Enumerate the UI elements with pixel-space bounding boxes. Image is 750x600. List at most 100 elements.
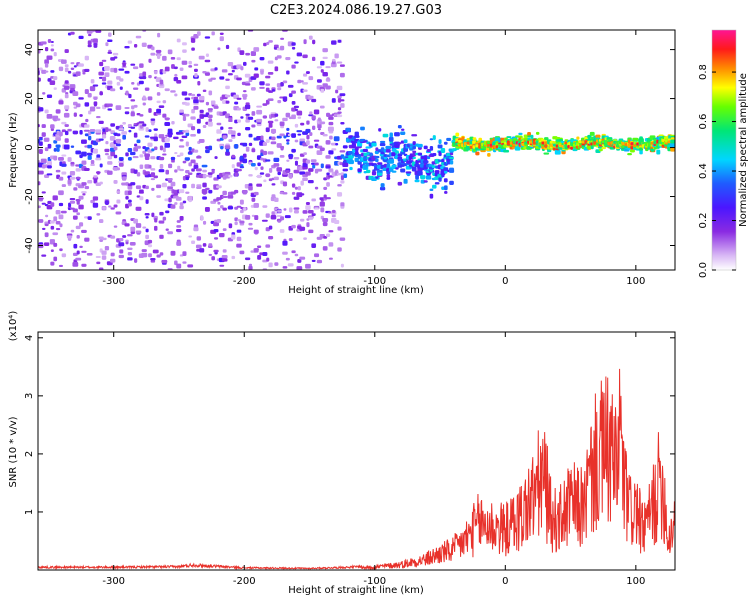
spectrogram-cell bbox=[187, 264, 194, 268]
spectrogram-cell bbox=[159, 234, 164, 239]
spectrogram-cell bbox=[96, 213, 101, 216]
spectrogram-cell bbox=[164, 66, 170, 72]
spectrogram-cell bbox=[76, 235, 80, 239]
spectrogram-cell bbox=[98, 138, 104, 141]
spectrogram-cell bbox=[73, 106, 78, 109]
spectrogram-cell bbox=[156, 254, 161, 258]
spectrogram-cell bbox=[409, 145, 413, 149]
spectrogram-cell bbox=[87, 144, 93, 149]
spectrogram-cell bbox=[271, 89, 276, 92]
spectrogram-cell bbox=[59, 131, 63, 137]
spectrogram-cell bbox=[429, 145, 434, 151]
spectrogram-cell bbox=[328, 230, 334, 233]
spectrogram-cell bbox=[76, 212, 81, 216]
spectrogram-cell bbox=[239, 50, 245, 55]
snr-xtick-label: -100 bbox=[363, 576, 386, 587]
spectrogram-cell bbox=[116, 81, 121, 86]
spectrogram-cell bbox=[179, 202, 184, 206]
spectrogram-cell bbox=[386, 176, 391, 180]
spectrogram-cell bbox=[322, 222, 328, 227]
spectrogram-cell bbox=[142, 95, 146, 100]
spectrogram-cell bbox=[408, 155, 414, 160]
spectrogram-cell bbox=[47, 39, 52, 44]
spectrogram-cell bbox=[208, 90, 213, 96]
spectrogram-cell bbox=[213, 229, 219, 233]
spectrogram-cell bbox=[231, 134, 236, 137]
spectrogram-ytick-label: 40 bbox=[24, 43, 35, 56]
spectrogram-cell bbox=[79, 114, 83, 117]
spectrogram-cell bbox=[83, 167, 90, 171]
spectrogram-cell bbox=[420, 175, 426, 180]
spectrogram-cell bbox=[291, 191, 296, 195]
spectrogram-cell bbox=[291, 133, 296, 138]
spectrogram-cell bbox=[231, 234, 236, 240]
spectrogram-cell bbox=[56, 131, 60, 136]
spectrogram-cell bbox=[72, 252, 78, 257]
spectrogram-cell bbox=[629, 149, 635, 153]
spectrogram-cell bbox=[314, 253, 320, 258]
spectrogram-cell bbox=[395, 167, 399, 170]
spectrogram-cell bbox=[176, 80, 182, 84]
spectrogram-cell bbox=[39, 67, 43, 71]
spectrogram-cell bbox=[311, 243, 317, 248]
spectrogram-cell bbox=[286, 159, 290, 162]
spectrogram-cell bbox=[109, 258, 116, 263]
spectrogram-cell bbox=[99, 91, 103, 96]
spectrogram-cell bbox=[164, 122, 171, 127]
spectrogram-cell bbox=[307, 210, 314, 214]
spectrogram-cell bbox=[300, 180, 304, 186]
spectrogram-cell bbox=[64, 49, 69, 54]
spectrogram-cell bbox=[221, 69, 228, 73]
spectrogram-cell bbox=[190, 38, 196, 43]
spectrogram-cell bbox=[178, 189, 185, 194]
spectrogram-cell bbox=[188, 60, 192, 65]
spectrogram-cell bbox=[194, 73, 198, 78]
spectrogram-cell bbox=[155, 49, 162, 53]
spectrogram-cell bbox=[535, 131, 540, 135]
spectrogram-cell bbox=[546, 149, 552, 153]
spectrogram-cell bbox=[164, 117, 170, 120]
spectrogram-cell bbox=[92, 84, 99, 87]
spectrogram-cell bbox=[263, 179, 267, 183]
spectrogram-cell bbox=[127, 157, 132, 161]
spectrogram-cell bbox=[265, 159, 271, 162]
spectrogram-cell bbox=[162, 153, 167, 156]
spectrogram-cell bbox=[174, 202, 178, 205]
spectrogram-cell bbox=[124, 223, 130, 227]
spectrogram-cell bbox=[118, 242, 125, 247]
spectrogram-cell bbox=[397, 125, 402, 129]
spectrogram-cell bbox=[158, 169, 165, 173]
spectrogram-cell bbox=[168, 133, 173, 138]
spectrogram-cell bbox=[188, 146, 192, 151]
spectrogram-cell bbox=[105, 42, 109, 47]
spectrogram-cell bbox=[125, 239, 129, 242]
spectrogram-cell bbox=[130, 151, 136, 156]
spectrogram-cell bbox=[110, 252, 115, 257]
spectrogram-cell bbox=[291, 224, 296, 229]
spectrogram-cell bbox=[58, 190, 64, 196]
spectrogram-cell bbox=[81, 151, 87, 157]
spectrogram-cell bbox=[268, 40, 273, 43]
spectrogram-cell bbox=[150, 260, 156, 263]
spectrogram-cell bbox=[313, 139, 320, 142]
spectrogram-cell bbox=[380, 183, 385, 188]
spectrogram-cell bbox=[179, 109, 184, 113]
spectrogram-cell bbox=[250, 163, 256, 167]
spectrogram-cell bbox=[46, 173, 53, 176]
spectrogram-cell bbox=[239, 165, 245, 169]
spectrogram-cell bbox=[58, 66, 64, 72]
spectrogram-cell bbox=[118, 254, 124, 259]
spectrogram-cell bbox=[262, 103, 268, 106]
spectrogram-cell bbox=[262, 252, 268, 257]
spectrogram-cell bbox=[227, 73, 233, 76]
spectrogram-cell bbox=[308, 216, 314, 220]
spectrogram-cell bbox=[236, 77, 242, 81]
spectrogram-cell bbox=[70, 31, 75, 35]
spectrogram-cell bbox=[148, 75, 152, 79]
spectrogram-cell bbox=[67, 70, 72, 74]
spectrogram-cell bbox=[379, 140, 386, 143]
spectrogram-cell bbox=[247, 116, 254, 120]
spectrogram-cell bbox=[93, 178, 98, 184]
spectrogram-cell bbox=[274, 197, 279, 203]
spectrogram-cell bbox=[670, 139, 675, 143]
